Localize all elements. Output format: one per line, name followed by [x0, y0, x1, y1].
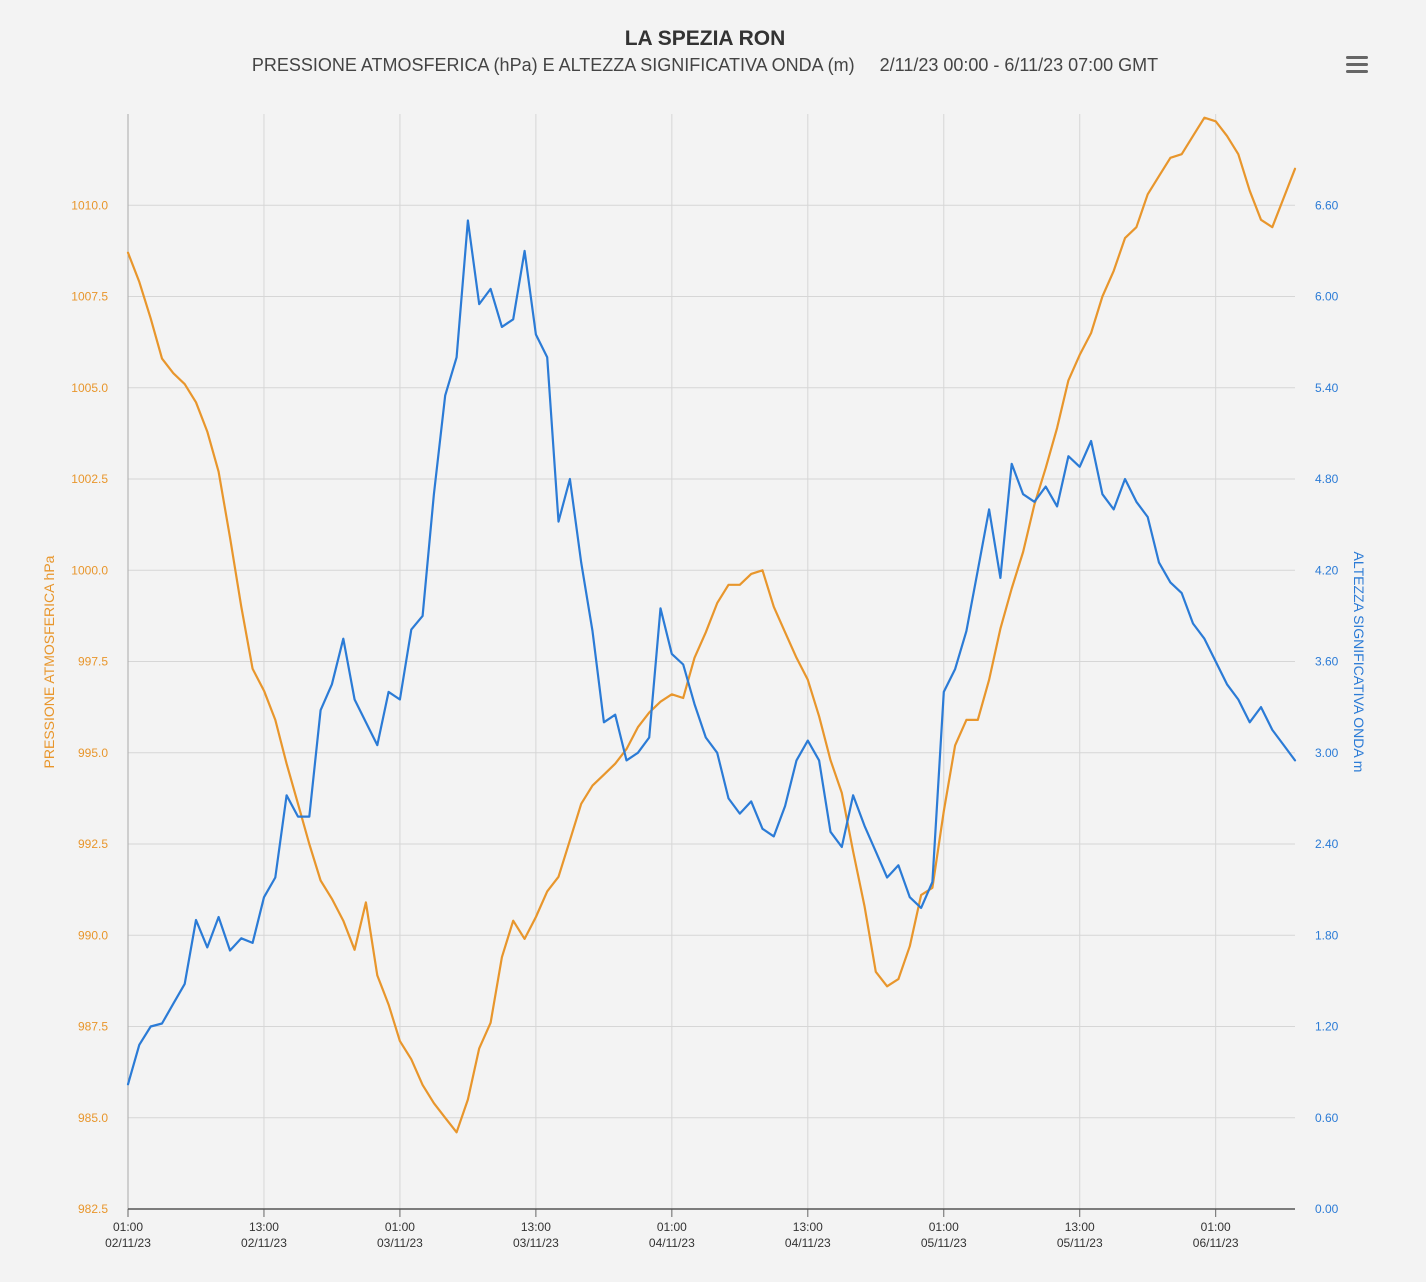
y-right-tick-label: 6.60 [1315, 198, 1339, 212]
axis-layer: 982.5 985.0 987.5 990.0 992.5 995.0 997.5 1000.… [71, 114, 1339, 1250]
y-left-tick-label: 985.0 [78, 1111, 108, 1125]
x-tick-time-label: 01:00 [113, 1220, 143, 1234]
y-right-tick-label: 4.20 [1315, 563, 1339, 577]
y-right-tick-label: 3.00 [1315, 746, 1339, 760]
y-right-tick-label: 3.60 [1315, 655, 1339, 669]
y-right-tick-label: 0.00 [1315, 1202, 1339, 1216]
chart-menu-button[interactable] [1340, 52, 1374, 78]
y-right-tick-label: 2.40 [1315, 837, 1339, 851]
x-tick-date-label: 06/11/23 [1193, 1236, 1239, 1250]
y-left-tick-label: 987.5 [78, 1020, 108, 1034]
x-tick-time-label: 13:00 [249, 1220, 279, 1234]
y-left-tick-label: 992.5 [78, 837, 108, 851]
x-tick-date-label: 04/11/23 [785, 1236, 831, 1250]
x-tick-date-label: 03/11/23 [513, 1236, 559, 1250]
pressure-series-line [126, 116, 1297, 1134]
x-tick-time-label: 01:00 [657, 1220, 687, 1234]
y-left-tick-label: 995.0 [78, 746, 108, 760]
x-tick-date-label: 05/11/23 [1057, 1236, 1103, 1250]
x-tick-time-label: 01:00 [929, 1220, 959, 1234]
series-layer [126, 116, 1297, 1134]
y-left-tick-label: 1007.5 [71, 290, 108, 304]
x-tick-date-label: 02/11/23 [105, 1236, 151, 1250]
y-left-tick-label: 1010.0 [71, 198, 108, 212]
y-right-tick-label: 6.00 [1315, 290, 1339, 304]
y-right-tick-label: 5.40 [1315, 381, 1339, 395]
y-left-tick-label: 1000.0 [71, 563, 108, 577]
x-tick-time-label: 13:00 [793, 1220, 823, 1234]
y-right-tick-label: 4.80 [1315, 472, 1339, 486]
x-tick-date-label: 04/11/23 [649, 1236, 695, 1250]
x-tick-time-label: 13:00 [521, 1220, 551, 1234]
x-tick-time-label: 01:00 [1201, 1220, 1231, 1234]
y-right-tick-label: 0.60 [1315, 1111, 1339, 1125]
x-tick-date-label: 05/11/23 [921, 1236, 967, 1250]
x-tick-time-label: 13:00 [1065, 1220, 1095, 1234]
y-left-tick-label: 990.0 [78, 928, 108, 942]
y-left-tick-label: 997.5 [78, 655, 108, 669]
y-left-tick-label: 1005.0 [71, 381, 108, 395]
wave-height-series-line [126, 219, 1297, 1086]
grid-layer [127, 114, 1295, 1210]
chart-subtitle: PRESSIONE ATMOSFERICA (hPa) E ALTEZZA SI… [251, 55, 1159, 75]
y-left-tick-label: 1002.5 [71, 472, 108, 486]
x-tick-time-label: 01:00 [385, 1220, 415, 1234]
y-axis-left-title: PRESSIONE ATMOSFERICA hPa [41, 555, 57, 768]
x-tick-date-label: 03/11/23 [377, 1236, 423, 1250]
y-right-tick-label: 1.20 [1315, 1020, 1339, 1034]
y-axis-right-title: ALTEZZA SIGNIFICATIVA ONDA m [1351, 552, 1367, 773]
chart-title: LA SPEZIA RON [624, 27, 786, 50]
y-right-tick-label: 1.80 [1315, 928, 1339, 942]
y-left-tick-label: 982.5 [78, 1202, 108, 1216]
x-tick-date-label: 02/11/23 [241, 1236, 287, 1250]
